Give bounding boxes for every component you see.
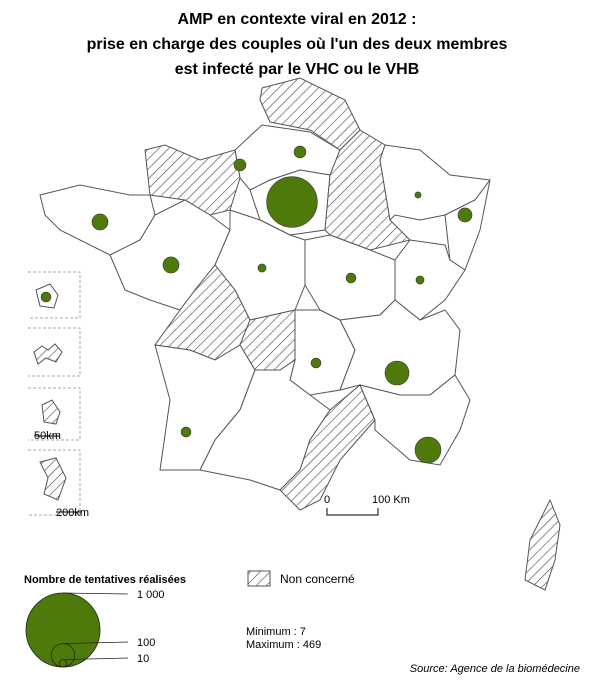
legend-label: 1 000 [137, 589, 165, 601]
hatch-legend-label: Non concerné [280, 572, 355, 586]
overseas-insets [28, 271, 81, 516]
inset-territory [39, 457, 67, 501]
bubble [180, 426, 192, 438]
maximum: Maximum : 469 [246, 639, 321, 651]
bubble [414, 191, 422, 199]
scale-label: 100 Km [372, 494, 410, 506]
scale-label: 50km [34, 430, 61, 442]
bubble [91, 213, 109, 231]
inset-frame [28, 327, 81, 377]
region [359, 374, 471, 466]
leader-line [62, 592, 129, 595]
scale-bar [326, 508, 379, 516]
inset-frame [28, 449, 81, 516]
leader-line [62, 641, 129, 644]
title-line: AMP en contexte viral en 2012 : [178, 11, 417, 28]
bubble [257, 263, 267, 273]
bubble [162, 256, 180, 274]
inset-territory [41, 399, 61, 425]
bubble [384, 360, 410, 386]
bubble [310, 357, 322, 369]
bubble [233, 158, 247, 172]
minimum: Minimum : 7 [246, 626, 306, 638]
inset-frame [28, 387, 81, 441]
bubble [457, 207, 473, 223]
bubble [266, 176, 318, 228]
leader-line [62, 657, 129, 661]
source: Source: Agence de la biomédecine [410, 663, 580, 675]
title-line: prise en charge des couples où l'un des … [87, 36, 508, 53]
size-legend: 1 000 100 10 [25, 589, 165, 668]
bubble-layer [40, 145, 473, 464]
hatch-swatch [247, 570, 271, 587]
bubble [415, 275, 425, 285]
title-line: est infecté par le VHC ou le VHB [175, 61, 420, 78]
france-map [39, 77, 561, 591]
bubble [414, 436, 442, 464]
inset-territory [33, 343, 63, 365]
scale-label: 200km [56, 507, 89, 519]
bubble [345, 272, 357, 284]
bubble [293, 145, 307, 159]
bubble [40, 291, 52, 303]
inset-frame [28, 271, 81, 319]
legend-circle [25, 592, 101, 668]
legend-label: 100 [137, 637, 155, 649]
region [144, 144, 241, 216]
region [524, 498, 561, 591]
size-legend-title: Nombre de tentatives réalisées [24, 574, 186, 586]
scale-label: 0 [324, 494, 330, 506]
legend-label: 10 [137, 653, 149, 665]
